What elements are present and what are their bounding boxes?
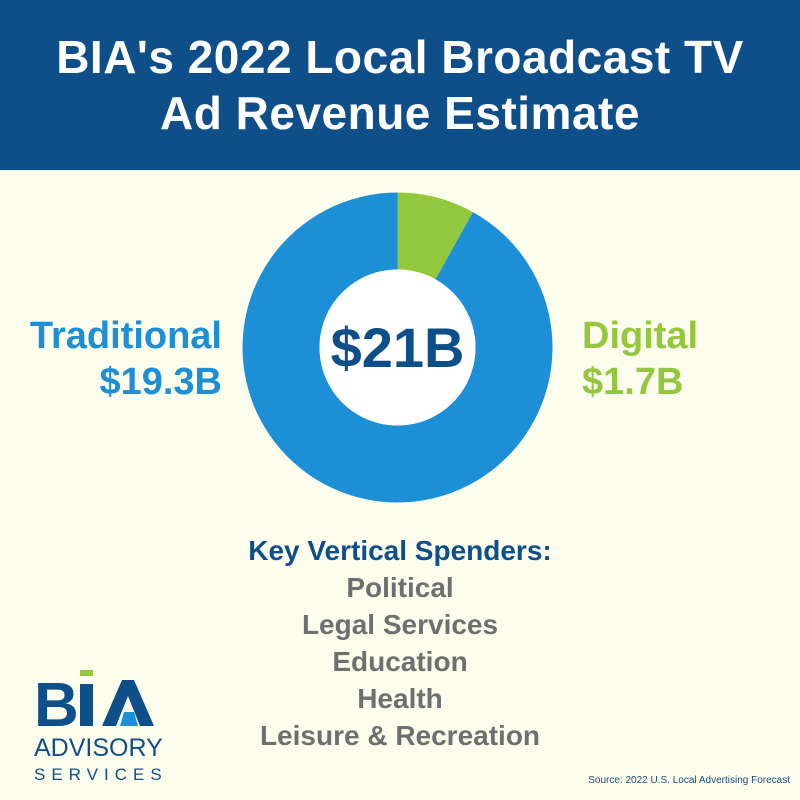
logo-line1: ADVISORY	[34, 734, 163, 762]
traditional-label: Traditional $19.3B	[30, 313, 222, 405]
traditional-value: $19.3B	[99, 361, 222, 403]
spender-item: Education	[332, 646, 468, 677]
svg-text:B: B	[34, 671, 79, 740]
bia-logo-mark: B ADVISORY SERVICES	[34, 670, 168, 784]
logo-line2: SERVICES	[34, 765, 168, 784]
spender-item: Legal Services	[301, 609, 499, 640]
digital-name: Digital	[582, 315, 699, 357]
donut-slice-digital	[397, 192, 473, 280]
header-banner: BIA's 2022 Local Broadcast TV Ad Revenue…	[0, 0, 800, 170]
digital-value: $1.7B	[582, 361, 684, 403]
title-line-2: Ad Revenue Estimate	[160, 87, 640, 139]
key-vertical-spenders: Key Vertical Spenders: Political Legal S…	[0, 533, 800, 754]
donut-slice-traditional	[242, 192, 553, 503]
title-line-1: BIA's 2022 Local Broadcast TV	[56, 31, 744, 83]
source-note: Source: 2022 U.S. Local Advertising Fore…	[588, 775, 790, 786]
traditional-name: Traditional	[29, 315, 222, 357]
digital-label: Digital $1.7B	[582, 313, 698, 405]
donut-hole	[319, 269, 476, 426]
spenders-heading: Key Vertical Spenders:	[248, 535, 552, 566]
donut-chart: $21B	[240, 190, 555, 505]
donut-svg	[242, 192, 553, 503]
spender-item: Political	[346, 572, 454, 603]
spender-item: Health	[357, 683, 443, 714]
bia-logo: B ADVISORY SERVICES	[30, 668, 190, 788]
center-total-label: $21B	[330, 316, 465, 379]
spender-item: Leisure & Recreation	[259, 720, 541, 751]
